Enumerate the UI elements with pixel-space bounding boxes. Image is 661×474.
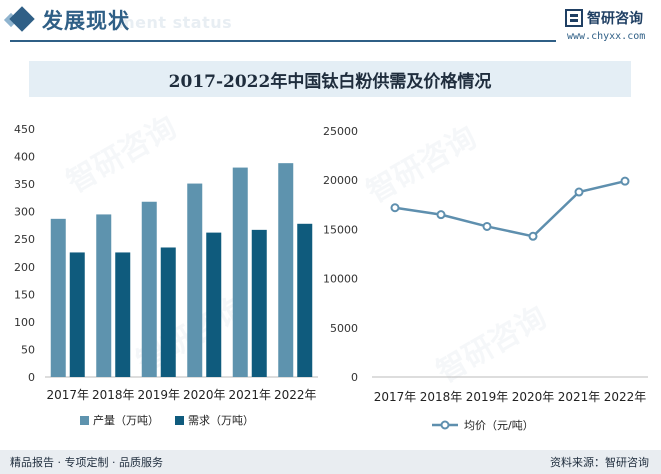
- price-point: [482, 221, 492, 231]
- legend-label: 均价（元/吨）: [464, 419, 534, 432]
- y-tick-label-left: 450: [14, 123, 35, 136]
- y-tick-label-right: 20000: [323, 174, 358, 187]
- price-point: [620, 176, 630, 186]
- y-tick-label-right: 10000: [323, 273, 358, 286]
- y-tick-label-left: 400: [14, 151, 35, 164]
- x-tick-label-left: 2017年: [46, 388, 89, 402]
- y-tick-label-right: 5000: [330, 322, 358, 335]
- y-tick-label-left: 150: [14, 288, 35, 301]
- bar-demand: [69, 252, 85, 377]
- header: ment status 发展现状 智研咨询 www.chyxx.com: [0, 0, 661, 46]
- legend-swatch: [80, 416, 89, 425]
- footer: 精品报告 · 专项定制 · 品质服务 资料来源：智研咨询: [0, 450, 661, 474]
- y-tick-label-left: 350: [14, 178, 35, 191]
- bar-production: [187, 183, 203, 377]
- legend-label: 需求（万吨）: [188, 414, 254, 427]
- section-title: 发展现状: [42, 9, 130, 33]
- x-tick-label-right: 2019年: [466, 390, 509, 404]
- chart-title: 2017-2022年中国钛白粉供需及价格情况: [168, 72, 492, 92]
- x-tick-label-left: 2020年: [183, 388, 226, 402]
- price-point: [390, 203, 400, 213]
- logo-icon: [565, 9, 583, 27]
- y-tick-label-right: 0: [351, 371, 358, 384]
- x-tick-label-left: 2018年: [92, 388, 135, 402]
- bar-production: [141, 201, 157, 377]
- bar-demand: [115, 252, 131, 377]
- legend-swatch: [175, 416, 184, 425]
- x-tick-label-left: 2019年: [137, 388, 180, 402]
- price-point: [574, 187, 584, 197]
- x-tick-label-left: 2021年: [228, 388, 271, 402]
- section-subtitle: ment status: [118, 13, 233, 32]
- logo-url: www.chyxx.com: [567, 31, 646, 42]
- legend-marker: [440, 420, 450, 430]
- y-tick-label-right: 15000: [323, 223, 358, 236]
- header-divider: [10, 40, 556, 42]
- x-tick-label-right: 2022年: [604, 390, 647, 404]
- bar-production: [232, 167, 248, 377]
- y-tick-label-left: 50: [21, 343, 35, 356]
- bar-production: [50, 218, 66, 377]
- price-line: [394, 179, 626, 238]
- price-point: [528, 231, 538, 241]
- footer-slogan: 精品报告 · 专项定制 · 品质服务: [10, 456, 163, 469]
- x-tick-label-right: 2018年: [420, 390, 463, 404]
- x-tick-label-right: 2020年: [512, 390, 555, 404]
- y-tick-label-left: 0: [28, 371, 35, 384]
- y-tick-label-right: 25000: [323, 125, 358, 138]
- y-tick-label-left: 300: [14, 206, 35, 219]
- y-tick-label-left: 250: [14, 233, 35, 246]
- x-tick-label-left: 2022年: [274, 388, 317, 402]
- x-tick-label-right: 2017年: [374, 390, 417, 404]
- y-tick-label-left: 200: [14, 261, 35, 274]
- chart-title-band: 2017-2022年中国钛白粉供需及价格情况: [29, 61, 631, 97]
- y-tick-label-left: 100: [14, 316, 35, 329]
- bar-demand: [206, 232, 222, 377]
- bar-demand: [251, 229, 267, 377]
- bar-production: [278, 163, 294, 377]
- legend-label: 产量（万吨）: [93, 413, 159, 427]
- bar-demand: [160, 247, 176, 377]
- price-point: [436, 210, 446, 220]
- footer-source: 资料来源：智研咨询: [550, 456, 649, 469]
- logo-name: 智研咨询: [587, 11, 643, 27]
- bar-demand: [297, 223, 313, 377]
- bar-production: [96, 214, 112, 377]
- x-tick-label-right: 2021年: [558, 390, 601, 404]
